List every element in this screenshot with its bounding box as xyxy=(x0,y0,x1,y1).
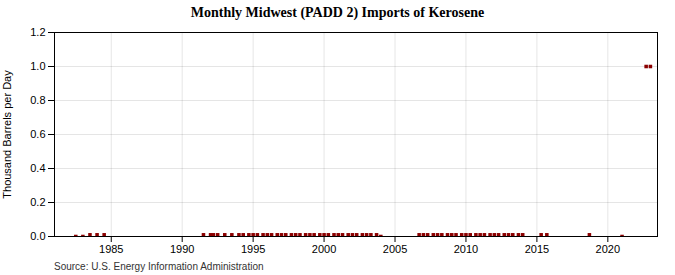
svg-text:0.2: 0.2 xyxy=(30,196,45,208)
svg-text:1.2: 1.2 xyxy=(30,26,45,38)
svg-text:2010: 2010 xyxy=(454,243,478,255)
svg-text:2020: 2020 xyxy=(596,243,620,255)
svg-text:0.8: 0.8 xyxy=(30,94,45,106)
svg-text:Thousand Barrels per Day: Thousand Barrels per Day xyxy=(1,70,13,199)
svg-text:2000: 2000 xyxy=(312,243,336,255)
svg-text:1985: 1985 xyxy=(99,243,123,255)
svg-text:2015: 2015 xyxy=(525,243,549,255)
svg-text:1990: 1990 xyxy=(170,243,194,255)
svg-text:0.0: 0.0 xyxy=(30,230,45,242)
svg-text:0.6: 0.6 xyxy=(30,128,45,140)
html-text:Monthly Midwest (PADD 2) Impor: Monthly Midwest (PADD 2) Imports of Kero… xyxy=(190,5,485,20)
svg-text:1.0: 1.0 xyxy=(30,60,45,72)
svg-text:0.4: 0.4 xyxy=(30,162,45,174)
svg-text:2005: 2005 xyxy=(383,243,407,255)
html-text:Source: U.S. Energy Informatio: Source: U.S. Energy Information Administ… xyxy=(54,261,264,272)
svg-text:1995: 1995 xyxy=(241,243,265,255)
